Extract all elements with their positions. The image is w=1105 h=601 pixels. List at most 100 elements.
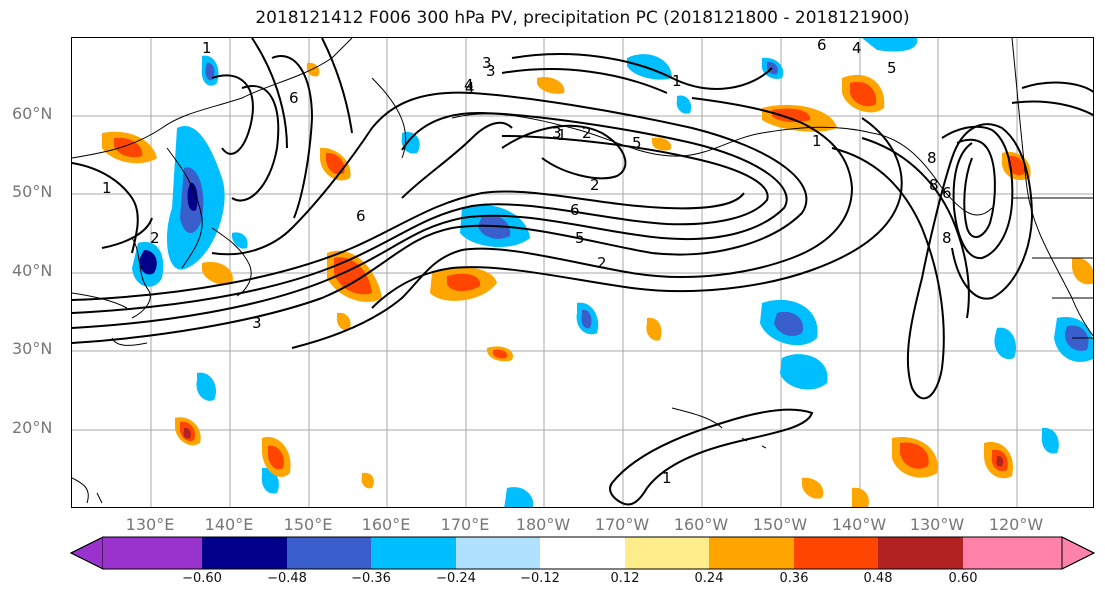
precip-positive-patch <box>336 312 351 331</box>
precip-positive-core <box>447 273 481 292</box>
precip-positive-core <box>492 349 508 359</box>
precip-negative-patch <box>196 372 217 401</box>
precip-positive-core <box>183 427 192 439</box>
colorbar-cell <box>963 537 1062 569</box>
precip-negative-patch <box>780 354 828 390</box>
precip-positive-core <box>326 152 345 175</box>
precip-positive-patch <box>537 77 565 94</box>
pv-contour-label: 5 <box>575 229 585 247</box>
pv-contour-label: 6 <box>356 207 366 225</box>
precip-positive-patch <box>852 487 869 507</box>
precip-positive-core <box>850 81 877 107</box>
pv-contour-label: 6 <box>570 201 580 219</box>
pv-contour-label: 6 <box>817 38 827 54</box>
latitude-label: 20°N <box>12 418 53 437</box>
precipitation-shading <box>102 38 1093 507</box>
colorbar-cell <box>202 537 287 569</box>
precip-positive-core <box>900 442 929 469</box>
precip-positive-patch <box>202 261 233 285</box>
pv-contour-label: 2 <box>590 176 600 194</box>
precip-negative-core <box>187 182 198 211</box>
longitude-label: 140°E <box>204 515 254 534</box>
colorbar-extend-low <box>69 536 104 570</box>
longitude-label: 160°E <box>361 515 411 534</box>
precip-negative-core <box>205 62 215 81</box>
pv-contour-label: 6 <box>942 184 952 202</box>
precip-positive-patch <box>652 137 672 151</box>
precip-negative-core <box>478 215 511 239</box>
longitude-label: 150°E <box>283 515 333 534</box>
longitude-label: 130°E <box>125 515 175 534</box>
colorbar-tick-label: 0.12 <box>610 571 640 586</box>
pv-contour-label: 4 <box>464 76 474 94</box>
pv-contour-label: 3 <box>552 124 562 142</box>
pv-contour-label: 1 <box>557 126 567 144</box>
precip-positive-core <box>267 445 284 470</box>
precip-negative-patch <box>1041 427 1059 454</box>
precip-positive-patch <box>1072 257 1093 285</box>
pv-contour-label: 1 <box>662 469 672 487</box>
longitude-label: 120°W <box>988 515 1044 534</box>
longitude-label: 150°W <box>752 515 808 534</box>
colorbar-tick-label: 0.60 <box>948 571 978 586</box>
longitude-label: 170°W <box>594 515 650 534</box>
colorbar-tick-label: 0.48 <box>863 571 893 586</box>
pv-contour-label: 8 <box>942 229 952 247</box>
pv-contour-label: 5 <box>887 59 897 77</box>
precip-positive-core <box>772 108 811 123</box>
precip-positive-patch <box>646 317 662 341</box>
colorbar-tick-label: 0.24 <box>694 571 724 586</box>
pv-contour-label: 8 <box>929 176 939 194</box>
pv-contour-label: 2 <box>597 254 607 272</box>
pv-contour-label: 1 <box>102 179 112 197</box>
precip-negative-core <box>581 309 592 329</box>
map-title: 2018121412 F006 300 hPa PV, precipitatio… <box>255 8 910 28</box>
precip-positive-core <box>996 455 1004 467</box>
longitude-label: 130°W <box>909 515 965 534</box>
longitude-label: 180°W <box>515 515 571 534</box>
colorbar-tick-label: −0.12 <box>520 571 560 586</box>
pv-contour-label: 3 <box>252 314 262 332</box>
pv-contour-label: 3 <box>482 54 492 72</box>
colorbar-tick-label: 0.36 <box>779 571 809 586</box>
pv-contour-label: 4 <box>465 79 475 97</box>
colorbar-cell <box>878 537 963 569</box>
colorbar-cell <box>540 537 625 569</box>
colorbar-cell <box>625 537 709 569</box>
latitude-label: 60°N <box>12 104 53 123</box>
pv-contour-label: 2 <box>150 229 160 247</box>
precip-negative-patch <box>676 95 692 114</box>
latitude-label: 30°N <box>12 339 53 358</box>
colorbar-tick-label: −0.36 <box>351 571 391 586</box>
colorbar-cell <box>709 537 794 569</box>
precip-positive-patch <box>361 472 374 489</box>
colorbar-cell <box>287 537 371 569</box>
colorbar-tick-label: −0.60 <box>182 571 222 586</box>
pv-contour-label: 5 <box>632 134 642 152</box>
precip-negative-patch <box>862 38 918 52</box>
pv-contours <box>72 38 1093 506</box>
longitude-label: 140°W <box>831 515 887 534</box>
colorbar-cell <box>794 537 878 569</box>
precip-positive-patch <box>802 477 824 499</box>
pv-contour-label: 2 <box>582 124 592 142</box>
precip-negative-core <box>774 311 804 337</box>
colorbar-outline <box>69 536 1096 570</box>
colorbar-cell <box>371 537 456 569</box>
precip-negative-core <box>139 250 157 275</box>
colorbar-extend-high <box>1061 536 1096 570</box>
colorbar-tick-label: −0.48 <box>267 571 307 586</box>
precip-negative-patch <box>994 327 1017 360</box>
pv-contour-label: 3 <box>486 62 496 80</box>
pv-contour-label: 1 <box>812 132 822 150</box>
precip-negative-patch <box>504 487 534 507</box>
colorbar-cell <box>103 537 202 569</box>
colorbar-tick-label: −0.24 <box>436 571 476 586</box>
pv-contour-label: 1 <box>202 39 212 57</box>
precip-positive-patch <box>306 62 320 77</box>
precip-negative-patch <box>232 232 248 249</box>
pv-contour-label: 1 <box>672 72 682 90</box>
